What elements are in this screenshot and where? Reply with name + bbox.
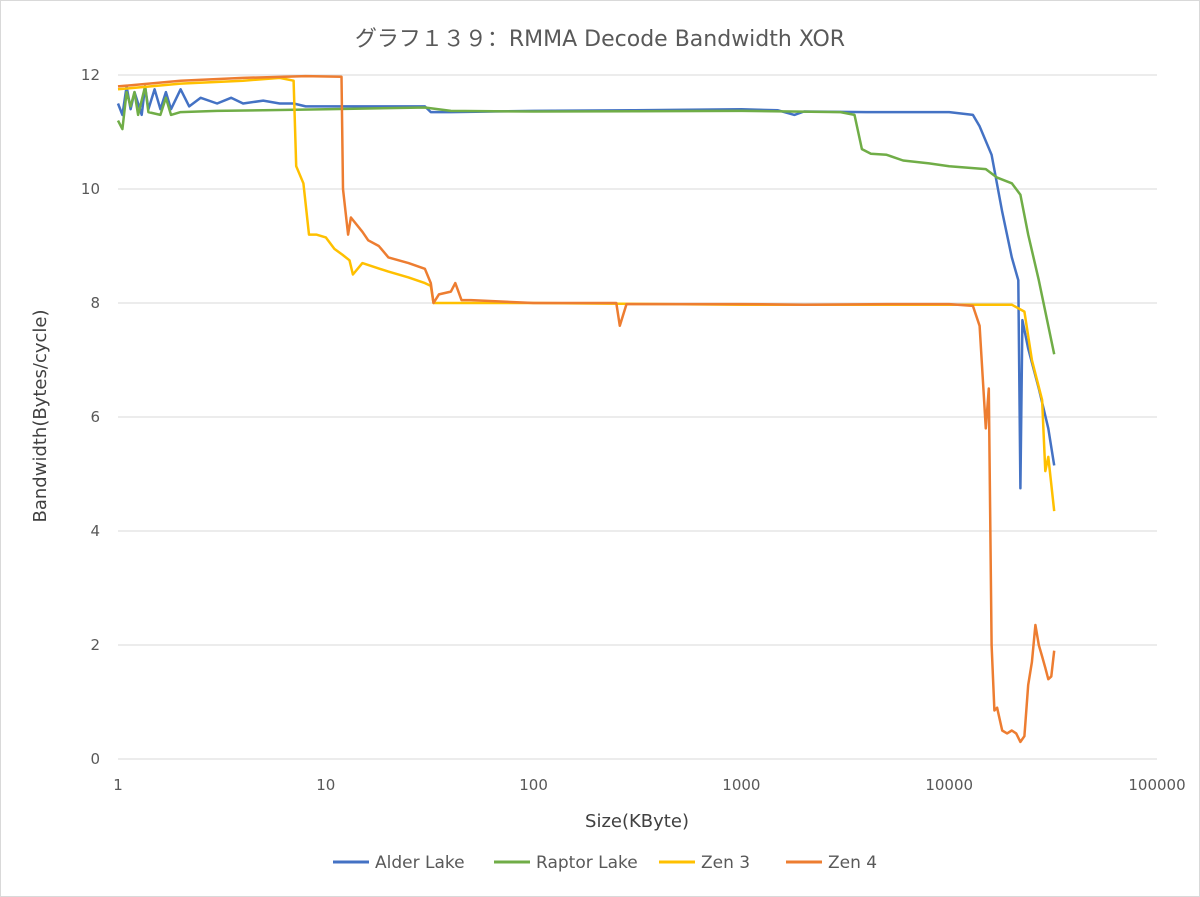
y-tick-label: 0 (90, 750, 100, 768)
legend-item: Zen 3 (659, 853, 750, 873)
legend-label: Zen 3 (701, 853, 750, 873)
x-tick-label: 10 (316, 776, 335, 794)
series-line-zen-3 (117, 76, 1056, 512)
y-tick-labels: 0 2 4 6 8 10 12 (81, 66, 100, 768)
legend-label: Zen 4 (828, 853, 877, 873)
legend-item: Zen 4 (786, 853, 877, 873)
y-tick-label: 12 (81, 66, 100, 84)
y-tick-label: 2 (90, 636, 100, 654)
x-tick-labels: 1 10 100 1000 10000 100000 (113, 776, 1185, 794)
y-axis-title: Bandwidth(Bytes/cycle) (30, 310, 51, 523)
gridlines (118, 74, 1157, 760)
legend-item: Alder Lake (333, 853, 465, 873)
chart-title: グラフ１３９：RMMA Decode Bandwidth XOR (355, 27, 845, 52)
x-tick-label: 100 (519, 776, 548, 794)
y-tick-label: 6 (90, 408, 100, 426)
y-tick-label: 4 (90, 522, 100, 540)
series-line-zen-4 (117, 74, 1056, 744)
legend-item: Raptor Lake (494, 853, 638, 873)
series-line-raptor-lake (116, 85, 1056, 355)
legend: Alder Lake Raptor Lake Zen 3 Zen 4 (333, 853, 877, 873)
series-line-alder-lake (116, 85, 1056, 490)
x-axis-title: Size(KByte) (585, 811, 689, 832)
x-tick-label: 1000 (722, 776, 760, 794)
series-lines (116, 74, 1056, 744)
x-tick-label: 100000 (1128, 776, 1185, 794)
legend-label: Raptor Lake (536, 853, 638, 873)
x-tick-label: 10000 (925, 776, 973, 794)
legend-label: Alder Lake (375, 853, 465, 873)
x-tick-label: 1 (113, 776, 123, 794)
y-tick-label: 10 (81, 180, 100, 198)
y-tick-label: 8 (90, 294, 100, 312)
